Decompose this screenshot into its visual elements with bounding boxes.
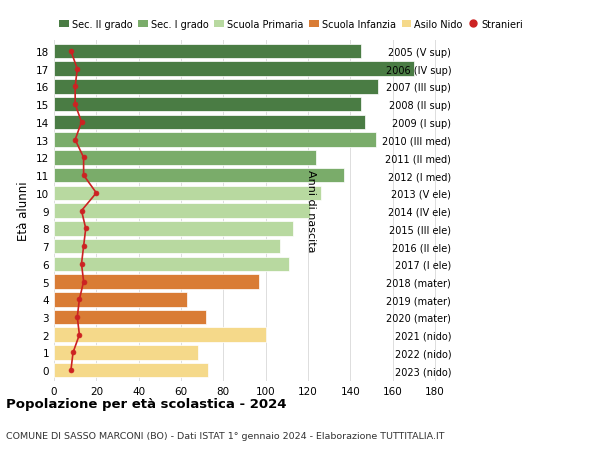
Bar (54, 310, 206, 325)
Text: Popolazione per età scolastica - 2024: Popolazione per età scolastica - 2024 (6, 397, 287, 410)
Bar (54, 45, 361, 59)
Bar (54, 133, 376, 148)
Bar (54, 62, 413, 77)
Bar (54, 204, 310, 218)
Bar (54, 328, 266, 342)
Bar (54, 222, 293, 236)
Y-axis label: Età alunni: Età alunni (17, 181, 31, 241)
Text: COMUNE DI SASSO MARCONI (BO) - Dati ISTAT 1° gennaio 2024 - Elaborazione TUTTITA: COMUNE DI SASSO MARCONI (BO) - Dati ISTA… (6, 431, 445, 441)
Bar (54, 115, 365, 130)
Bar (54, 168, 344, 183)
Bar (54, 80, 378, 95)
Bar (54, 98, 361, 112)
Bar (54, 363, 208, 378)
Y-axis label: Anni di nascita: Anni di nascita (306, 170, 316, 252)
Bar (54, 186, 320, 201)
Bar (54, 346, 198, 360)
Bar (54, 257, 289, 271)
Bar (54, 239, 280, 254)
Bar (54, 151, 316, 165)
Legend: Sec. II grado, Sec. I grado, Scuola Primaria, Scuola Infanzia, Asilo Nido, Stran: Sec. II grado, Sec. I grado, Scuola Prim… (59, 20, 523, 30)
Bar (54, 274, 259, 289)
Bar (54, 292, 187, 307)
